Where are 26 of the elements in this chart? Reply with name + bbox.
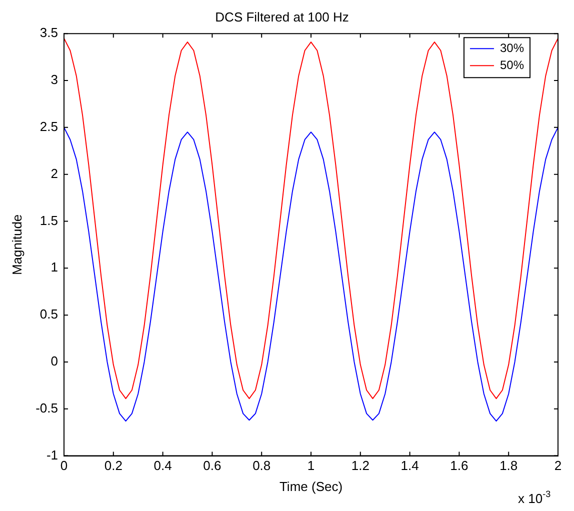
x-tick-label: 2 xyxy=(554,458,562,474)
x-tick-label: 0.4 xyxy=(154,458,172,474)
x-tick-label: 0 xyxy=(60,458,68,474)
x-tick-label: 0.6 xyxy=(203,458,222,474)
x-tick-label: 0.2 xyxy=(104,458,122,474)
y-tick-label: 3.5 xyxy=(40,25,58,40)
x-axis-title: Time (Sec) xyxy=(279,478,343,494)
y-tick-label: -0.5 xyxy=(36,400,58,416)
y-tick-label: 0 xyxy=(50,354,58,369)
y-tick-label: 2 xyxy=(50,166,58,181)
x-tick-label: 1 xyxy=(307,458,315,474)
y-tick-label: 3 xyxy=(50,72,58,88)
y-tick-label: 1 xyxy=(50,260,58,275)
y-tick-label: 1.5 xyxy=(40,212,58,228)
chart-title: DCS Filtered at 100 Hz xyxy=(215,9,349,24)
y-tick-label: 0.5 xyxy=(40,306,58,322)
x-tick-label: 0.8 xyxy=(252,458,271,474)
y-tick-label: 2.5 xyxy=(40,119,58,134)
y-tick-label: -1 xyxy=(46,447,58,462)
x-tick-label: 1.6 xyxy=(450,458,468,474)
x-tick-label: 1.4 xyxy=(400,458,419,474)
y-axis-title: Magnitude xyxy=(9,214,24,276)
legend-label: 30% xyxy=(500,40,524,55)
x-tick-label: 1.8 xyxy=(500,458,518,474)
x-tick-label: 1.2 xyxy=(351,458,370,474)
legend-label: 50% xyxy=(500,58,524,72)
